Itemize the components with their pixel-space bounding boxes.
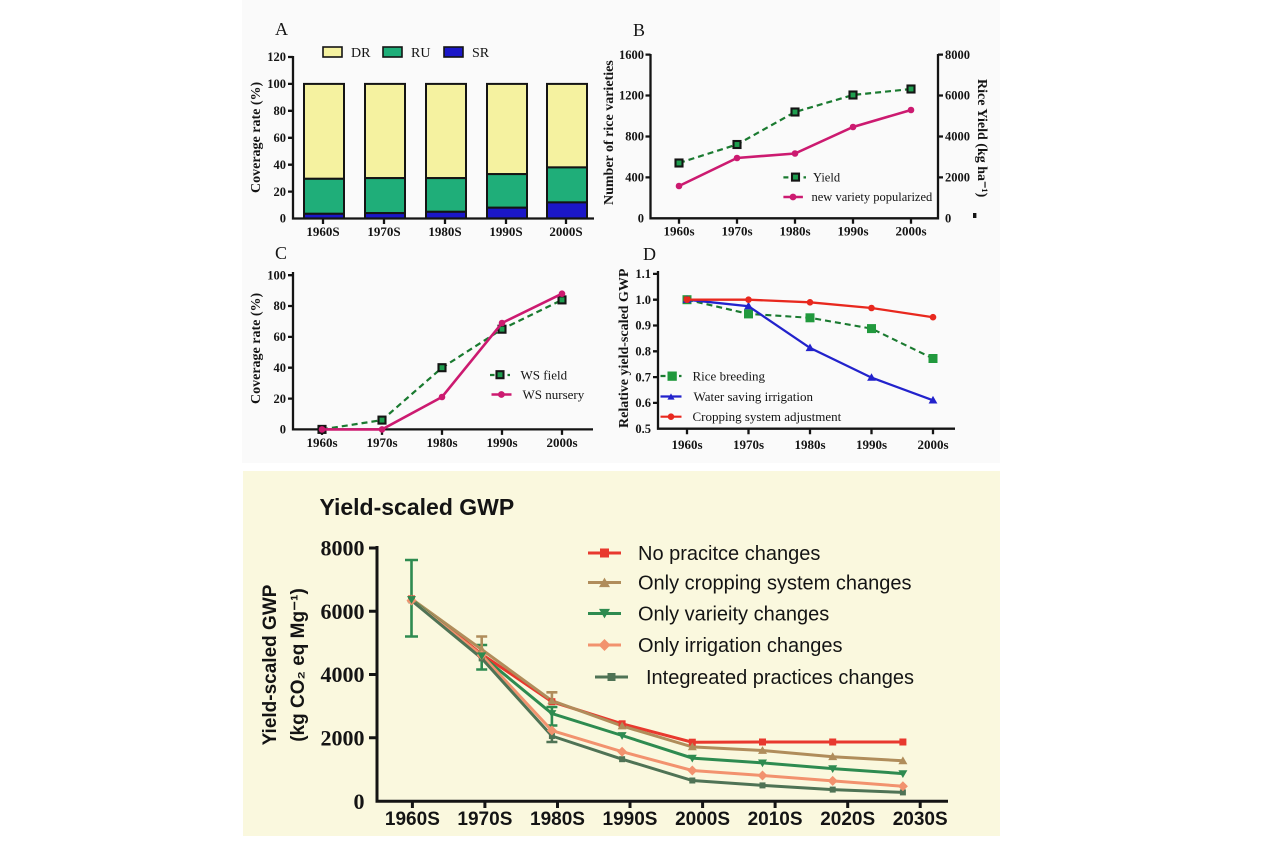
svg-text:No pracitce changes: No pracitce changes [638,543,820,565]
svg-text:DR: DR [351,46,371,61]
svg-text:A: A [275,19,288,39]
svg-text:0: 0 [945,212,951,226]
svg-text:Yield-scaled GWP: Yield-scaled GWP [320,494,515,520]
svg-text:Integreated practices changes: Integreated practices changes [646,667,914,689]
svg-text:1980S: 1980S [428,224,461,239]
svg-text:1970s: 1970s [366,435,397,450]
svg-text:0.8: 0.8 [635,345,651,359]
svg-text:80: 80 [274,104,287,118]
svg-text:1980s: 1980s [779,224,810,239]
svg-text:2010S: 2010S [748,809,803,830]
svg-text:60: 60 [274,330,287,344]
svg-text:1960S: 1960S [306,224,339,239]
svg-text:2000S: 2000S [549,224,582,239]
svg-text:1600: 1600 [619,48,644,62]
svg-text:2020S: 2020S [820,809,875,830]
svg-text:1960s: 1960s [671,437,702,452]
svg-text:20: 20 [274,185,287,199]
svg-text:Rice breeding: Rice breeding [693,369,766,384]
svg-text:RU: RU [411,46,430,61]
svg-text:1.0: 1.0 [635,293,651,307]
svg-text:1990s: 1990s [856,437,887,452]
svg-text:Cropping system adjustment: Cropping system adjustment [693,409,842,424]
svg-text:SR: SR [472,46,490,61]
svg-text:WS field: WS field [521,368,568,383]
svg-text:Number of rice varieties: Number of rice varieties [602,60,617,205]
svg-text:120: 120 [267,50,286,64]
svg-text:4000: 4000 [321,662,365,687]
svg-text:B: B [633,20,645,40]
svg-text:1990s: 1990s [837,224,868,239]
svg-text:100: 100 [267,77,286,91]
svg-text:80: 80 [274,299,287,313]
svg-text:800: 800 [625,130,644,144]
svg-text:1960s: 1960s [306,435,337,450]
svg-text:Only varieity changes: Only varieity changes [638,604,829,626]
svg-text:new variety popularized: new variety popularized [812,190,934,204]
svg-text:0.5: 0.5 [635,422,651,436]
svg-text:0: 0 [354,789,365,814]
svg-text:0.7: 0.7 [635,370,651,384]
svg-text:(kg CO₂ eq Mg⁻¹): (kg CO₂ eq Mg⁻¹) [288,588,309,742]
svg-text:1980s: 1980s [794,437,825,452]
svg-text:400: 400 [625,171,644,185]
svg-text:1970S: 1970S [367,224,400,239]
svg-text:1960S: 1960S [385,809,440,830]
svg-text:WS nursery: WS nursery [523,387,585,402]
svg-text:Water saving irrigation: Water saving irrigation [694,389,814,404]
svg-text:C: C [275,243,287,263]
svg-text:2000: 2000 [321,725,365,750]
svg-text:2000s: 2000s [895,224,926,239]
svg-text:2000S: 2000S [675,809,730,830]
svg-text:1990s: 1990s [486,435,517,450]
svg-text:0: 0 [638,212,644,226]
svg-text:20: 20 [274,392,287,406]
svg-text:1970s: 1970s [733,437,764,452]
svg-text:0.6: 0.6 [635,396,651,410]
svg-text:40: 40 [274,361,287,375]
svg-text:1990S: 1990S [603,809,658,830]
svg-text:40: 40 [274,158,287,172]
svg-text:Coverage rate (%): Coverage rate (%) [249,292,264,404]
svg-text:Yield: Yield [813,171,841,185]
svg-text:Relative yield-scaled GWP: Relative yield-scaled GWP [617,268,632,428]
svg-text:8000: 8000 [321,536,365,561]
svg-text:0.9: 0.9 [635,319,651,333]
svg-text:Only irrigation changes: Only irrigation changes [638,635,843,657]
svg-text:2030S: 2030S [893,809,948,830]
svg-text:1.1: 1.1 [635,267,651,281]
svg-text:1960s: 1960s [663,224,694,239]
svg-text:1980S: 1980S [530,809,585,830]
svg-text:1970s: 1970s [721,224,752,239]
svg-text:0: 0 [280,212,286,226]
svg-text:2000: 2000 [945,171,970,185]
svg-text:100: 100 [267,268,286,282]
svg-text:D: D [643,244,656,264]
svg-text:1990S: 1990S [489,224,522,239]
svg-text:0: 0 [280,423,286,437]
svg-text:4000: 4000 [945,130,970,144]
svg-text:6000: 6000 [321,599,365,624]
svg-text:1980s: 1980s [426,435,457,450]
svg-text:8000: 8000 [945,48,970,62]
svg-text:2000s: 2000s [546,435,577,450]
svg-text:60: 60 [274,131,287,145]
svg-text:1200: 1200 [619,89,644,103]
svg-text:1970S: 1970S [457,809,512,830]
svg-text:6000: 6000 [945,89,970,103]
svg-text:Yield-scaled GWP: Yield-scaled GWP [260,584,281,745]
svg-text:Coverage rate (%): Coverage rate (%) [249,81,264,193]
svg-text:2000s: 2000s [917,437,948,452]
svg-text:Rice Yield (kg ha⁻¹): Rice Yield (kg ha⁻¹) [974,79,989,198]
svg-text:Only cropping system changes: Only cropping system changes [638,573,911,595]
